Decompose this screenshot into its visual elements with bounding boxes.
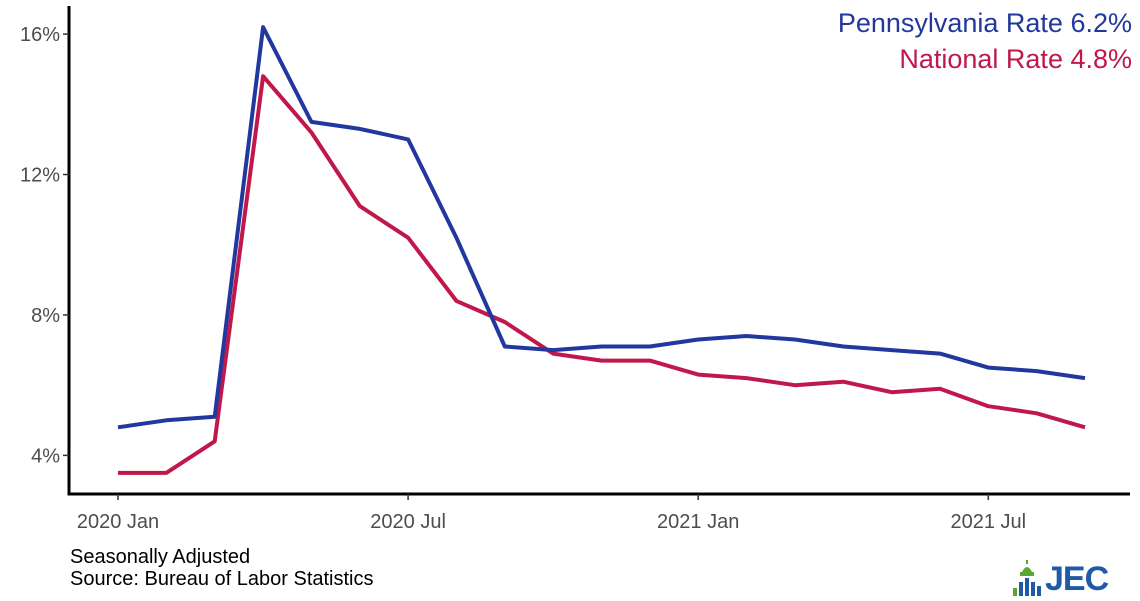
capitol-icon [1013,560,1041,596]
x-tick-label: 2021 Jan [657,511,739,533]
y-tick-label: 16% [20,24,60,46]
unemployment-line-chart: 4% 8% 12% 16% 2020 Jan 2020 Jul 2021 Jan 2021 … [20,6,1132,533]
y-tick-label: 8% [31,305,60,327]
series-lines [117,25,1086,475]
series-line-pennsylvania [117,25,1086,430]
chart-axes [67,6,1130,496]
x-tick-label: 2020 Jan [77,511,159,533]
y-tick-label: 4% [31,445,60,467]
series-line-national [118,74,1086,475]
y-axis-ticks: 4% 8% 12% 16% [20,24,69,467]
y-tick-label: 12% [20,165,60,187]
x-tick-label: 2021 Jul [950,511,1026,533]
legend-entry-pennsylvania: Pennsylvania Rate 6.2% [838,8,1132,38]
seasonally-adjusted-note: Seasonally Adjusted [70,546,251,568]
x-tick-label: 2020 Jul [370,511,446,533]
logo-wordmark: JEC [1045,560,1109,598]
source-note: Source: Bureau of Labor Statistics [70,568,374,590]
legend-entry-national: National Rate 4.8% [899,44,1132,74]
jec-logo: JEC [1010,558,1135,598]
legend: Pennsylvania Rate 6.2% National Rate 4.8% [838,8,1132,74]
x-axis-ticks: 2020 Jan 2020 Jul 2021 Jan 2021 Jul [77,494,1026,533]
